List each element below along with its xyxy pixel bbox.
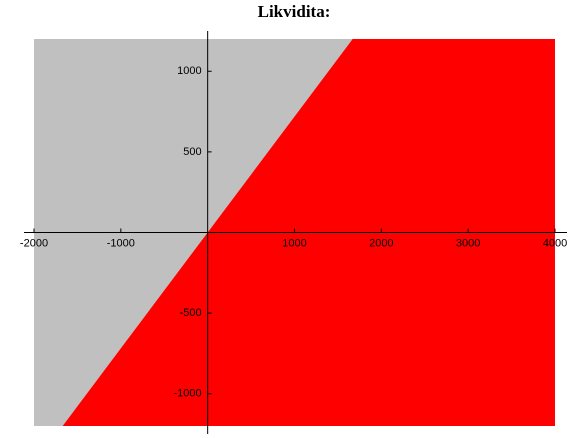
y-tick-label: -1000 — [174, 388, 202, 400]
y-tick-label: -500 — [180, 307, 202, 319]
chart-title: Likvidita: — [258, 2, 331, 21]
x-tick-label: 2000 — [369, 237, 393, 249]
x-tick-label: 3000 — [456, 237, 480, 249]
y-tick-label: 500 — [183, 146, 201, 158]
x-tick-label: -2000 — [20, 237, 48, 249]
y-tick-label: 1000 — [177, 65, 201, 77]
x-tick-label: 4000 — [543, 237, 567, 249]
x-tick-label: -1000 — [107, 237, 135, 249]
x-tick-label: 1000 — [282, 237, 306, 249]
